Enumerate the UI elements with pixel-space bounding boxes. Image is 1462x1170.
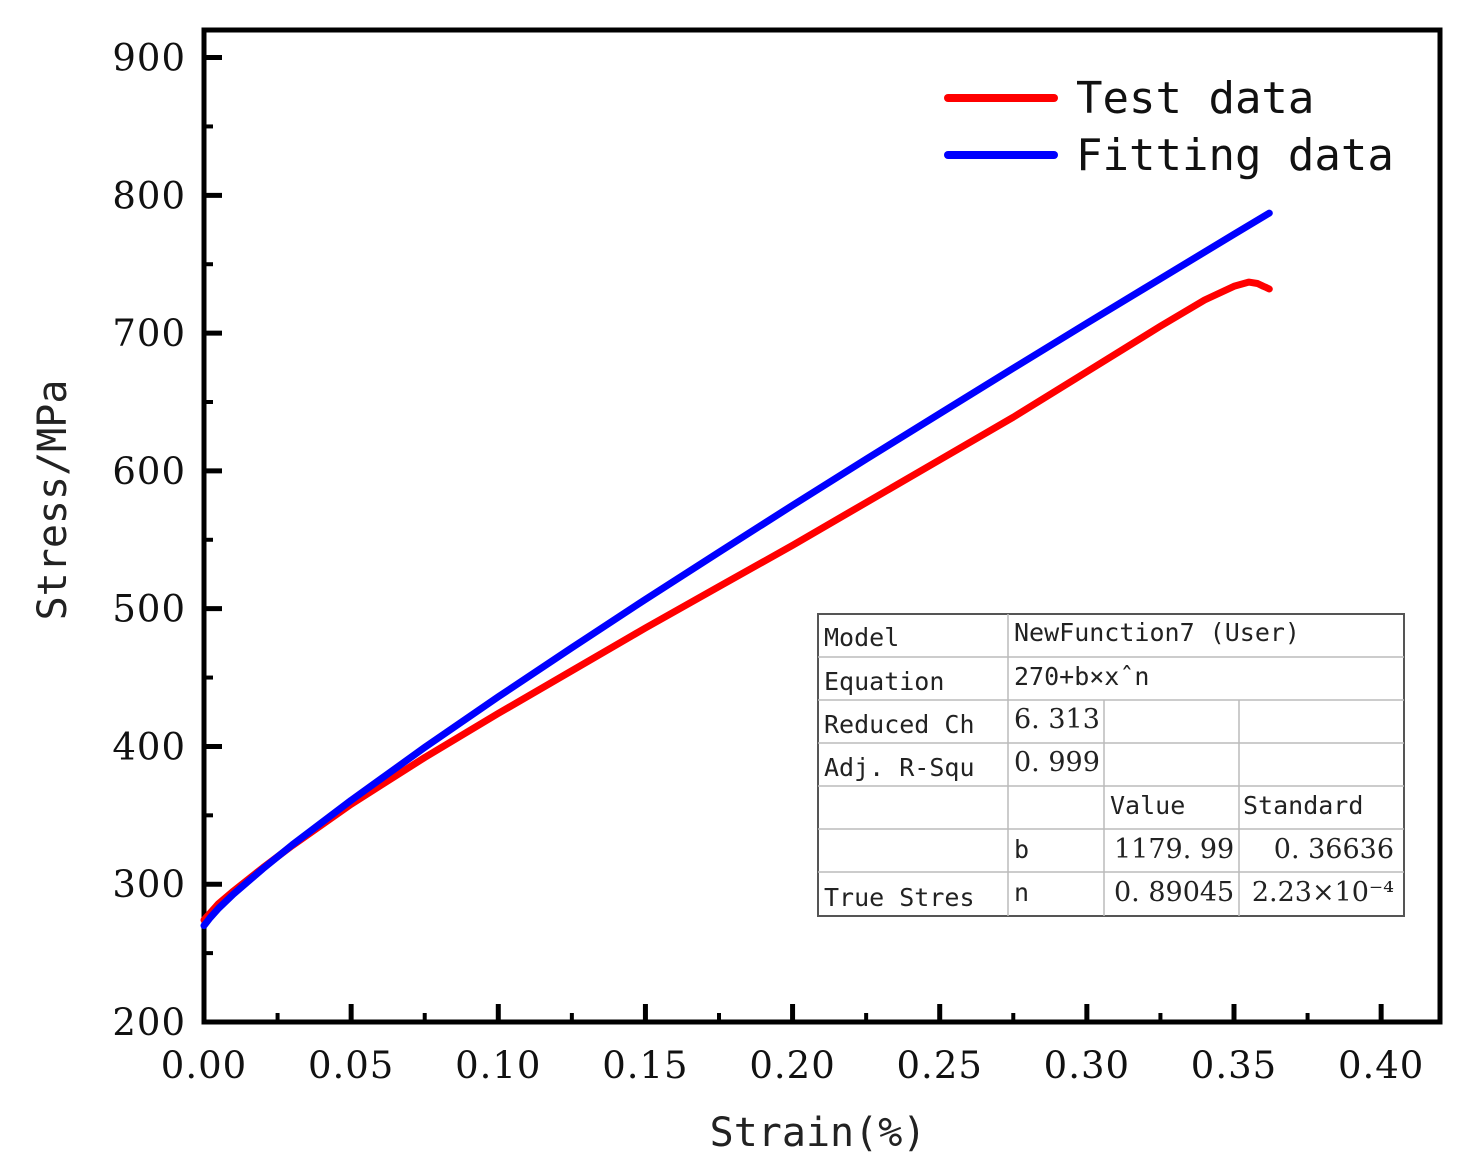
legend: Test data Fitting data bbox=[944, 73, 1394, 181]
y-tick-label: 500 bbox=[112, 588, 186, 631]
table-param-b-value: 1179. 99 bbox=[1114, 834, 1234, 865]
x-tick-label: 0.35 bbox=[1191, 1044, 1277, 1087]
x-tick-label: 0.15 bbox=[602, 1044, 688, 1087]
x-axis-title: Strain(%) bbox=[710, 1110, 927, 1156]
table-adj-r-value: 0. 999 bbox=[1014, 747, 1100, 778]
y-tick-label: 400 bbox=[112, 725, 186, 768]
y-tick-labels: 200 300 400 500 600 700 800 900 bbox=[112, 37, 186, 1044]
table-model-value: NewFunction7 (User) bbox=[1014, 618, 1300, 647]
table-standard-header: Standard bbox=[1243, 791, 1363, 820]
table-model-label: Model bbox=[824, 623, 899, 652]
table-reduced-chi-value: 6. 313 bbox=[1014, 704, 1100, 735]
y-axis-title: Stress/MPa bbox=[30, 380, 76, 621]
table-param-n-value: 0. 89045 bbox=[1114, 877, 1234, 908]
table-param-n-name: n bbox=[1014, 878, 1029, 907]
plot-frame bbox=[201, 27, 1443, 1025]
x-tick-label: 0.40 bbox=[1338, 1044, 1424, 1087]
table-param-b-standard: 0. 36636 bbox=[1274, 834, 1394, 865]
x-tick-label: 0.20 bbox=[749, 1044, 835, 1087]
legend-label-fitting-data: Fitting data bbox=[1076, 130, 1394, 181]
table-param-n-standard: 2.23×10⁻⁴ bbox=[1252, 877, 1394, 908]
table-param-b-name: b bbox=[1014, 835, 1029, 864]
y-tick-label: 700 bbox=[112, 312, 186, 355]
y-tick-label: 200 bbox=[112, 1001, 186, 1044]
table-value-header: Value bbox=[1110, 791, 1185, 820]
x-tick-label: 0.05 bbox=[308, 1044, 394, 1087]
table-reduced-chi-label: Reduced Ch bbox=[824, 710, 975, 739]
legend-label-test-data: Test data bbox=[1076, 73, 1314, 124]
y-tick-label: 600 bbox=[112, 450, 186, 493]
x-tick-label: 0.25 bbox=[897, 1044, 983, 1087]
x-tick-label: 0.10 bbox=[455, 1044, 541, 1087]
table-equation-value: 270+b×xˆn bbox=[1014, 662, 1149, 691]
table-dependent-label: True Stres bbox=[824, 883, 975, 912]
y-tick-label: 300 bbox=[112, 863, 186, 906]
table-equation-label: Equation bbox=[824, 667, 944, 696]
x-tick-label: 0.30 bbox=[1044, 1044, 1130, 1087]
axis-ticks bbox=[201, 55, 1384, 1025]
table-adj-r-label: Adj. R-Squ bbox=[824, 753, 975, 782]
y-tick-label: 900 bbox=[112, 37, 186, 80]
fit-results-table: Model NewFunction7 (User) Equation 270+b… bbox=[817, 613, 1405, 917]
y-tick-label: 800 bbox=[112, 174, 186, 217]
series-line-fitting-data bbox=[200, 209, 1273, 930]
x-tick-label: 0.00 bbox=[161, 1044, 247, 1087]
x-tick-labels: 0.00 0.05 0.10 0.15 0.20 0.25 0.30 0.35 0.40 bbox=[161, 1044, 1424, 1087]
